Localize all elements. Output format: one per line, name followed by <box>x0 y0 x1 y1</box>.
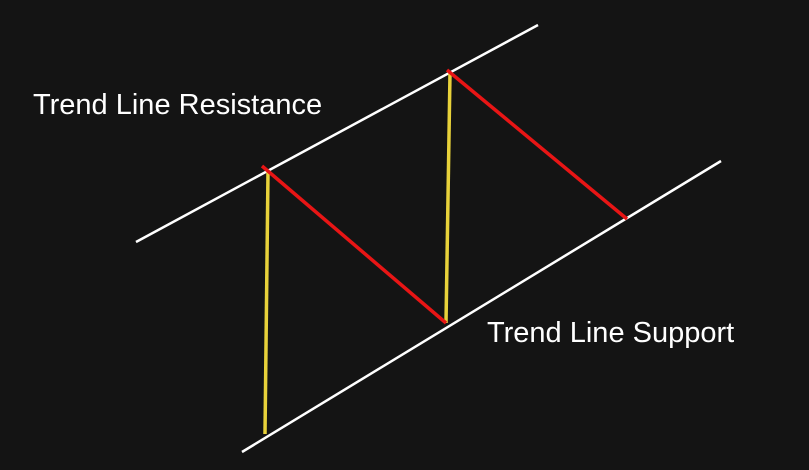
vertical-move-1 <box>263 171 270 435</box>
resistance-trend-line <box>135 23 539 244</box>
diagonal-move-2 <box>445 68 629 221</box>
vertical-move-2 <box>444 72 452 324</box>
support-trend-line <box>241 159 722 454</box>
support-label: Trend Line Support <box>487 317 735 349</box>
diagonal-move-1 <box>260 164 448 325</box>
resistance-label: Trend Line Resistance <box>33 89 323 121</box>
